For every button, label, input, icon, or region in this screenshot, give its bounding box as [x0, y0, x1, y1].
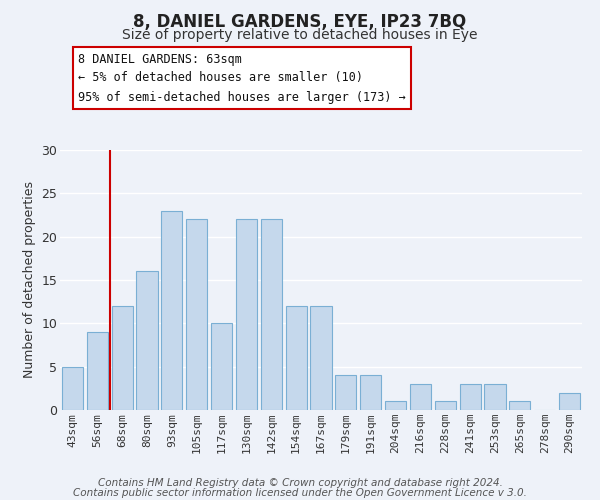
Bar — [87, 332, 108, 410]
Text: 8, DANIEL GARDENS, EYE, IP23 7BQ: 8, DANIEL GARDENS, EYE, IP23 7BQ — [133, 12, 467, 30]
Bar — [484, 384, 506, 410]
Bar — [360, 376, 381, 410]
Bar — [161, 210, 182, 410]
Text: Size of property relative to detached houses in Eye: Size of property relative to detached ho… — [122, 28, 478, 42]
Text: Contains HM Land Registry data © Crown copyright and database right 2024.: Contains HM Land Registry data © Crown c… — [98, 478, 502, 488]
Bar — [559, 392, 580, 410]
Bar — [335, 376, 356, 410]
Bar — [211, 324, 232, 410]
Bar — [509, 402, 530, 410]
Bar — [261, 220, 282, 410]
Bar — [286, 306, 307, 410]
Bar — [410, 384, 431, 410]
Bar — [435, 402, 456, 410]
Bar — [460, 384, 481, 410]
Bar — [136, 272, 158, 410]
Text: 8 DANIEL GARDENS: 63sqm
← 5% of detached houses are smaller (10)
95% of semi-det: 8 DANIEL GARDENS: 63sqm ← 5% of detached… — [78, 52, 406, 104]
Bar — [236, 220, 257, 410]
Text: Contains public sector information licensed under the Open Government Licence v : Contains public sector information licen… — [73, 488, 527, 498]
Bar — [186, 220, 207, 410]
Bar — [385, 402, 406, 410]
Bar — [62, 366, 83, 410]
Y-axis label: Number of detached properties: Number of detached properties — [23, 182, 36, 378]
Bar — [112, 306, 133, 410]
Bar — [310, 306, 332, 410]
